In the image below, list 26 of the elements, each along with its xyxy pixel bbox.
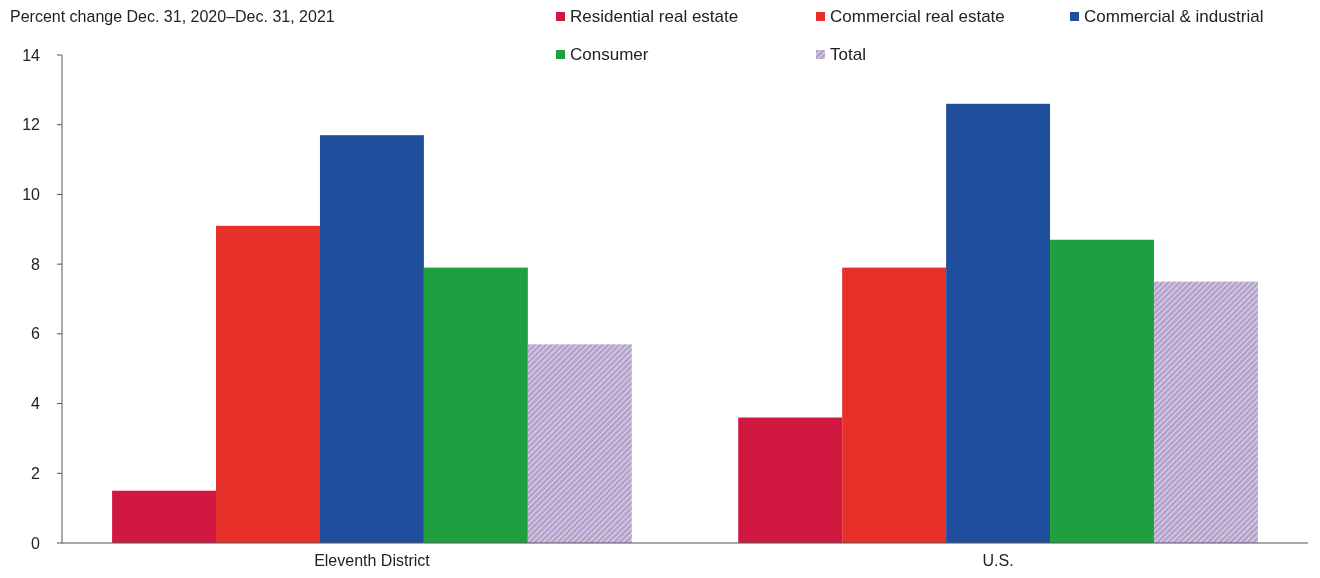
bar xyxy=(527,344,632,543)
legend-label: Total xyxy=(830,45,866,64)
bar xyxy=(1153,281,1258,543)
y-tick-label: 10 xyxy=(22,186,41,204)
bar xyxy=(112,490,217,543)
y-tick-label: 8 xyxy=(31,255,41,273)
y-tick-label: 6 xyxy=(31,325,41,343)
y-tick-label: 14 xyxy=(22,46,41,64)
y-tick-label: 12 xyxy=(22,116,41,134)
legend-label: Commercial & industrial xyxy=(1084,7,1264,26)
x-tick-label: Eleventh District xyxy=(314,552,431,569)
legend-label: Commercial real estate xyxy=(830,7,1005,26)
bar xyxy=(216,225,320,543)
bar xyxy=(842,267,947,543)
bar xyxy=(1050,239,1154,543)
x-tick-label: U.S. xyxy=(982,552,1014,569)
bar xyxy=(319,135,424,543)
bar xyxy=(423,267,528,543)
bar xyxy=(738,417,843,543)
chart-title: Percent change Dec. 31, 2020–Dec. 31, 2021 xyxy=(10,8,335,25)
legend-label: Consumer xyxy=(570,45,649,64)
legend-label: Residential real estate xyxy=(570,7,739,26)
y-tick-label: 4 xyxy=(31,395,41,413)
bar xyxy=(946,103,1051,543)
y-tick-label: 0 xyxy=(31,534,41,552)
y-tick-label: 2 xyxy=(31,464,41,482)
